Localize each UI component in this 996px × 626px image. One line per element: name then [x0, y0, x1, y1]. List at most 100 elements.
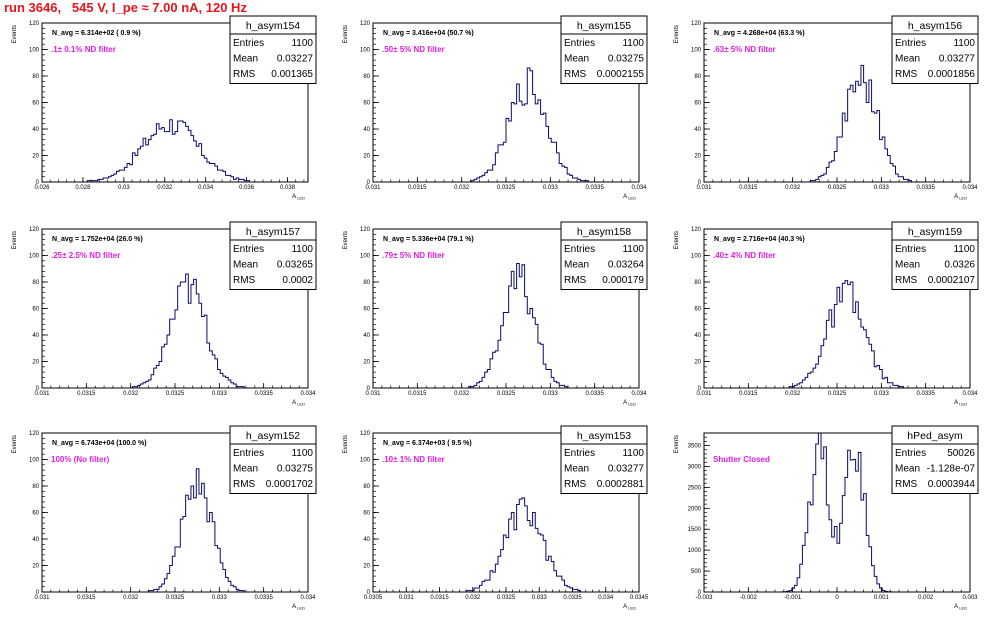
y-tick-label: 20: [363, 360, 370, 366]
filter-annotation: 100% (No filter): [51, 455, 110, 464]
x-tick-label: 0.0315: [408, 391, 427, 397]
y-tick-label: 0: [698, 590, 702, 596]
y-tick-label: 0: [36, 386, 40, 392]
y-tick-label: 20: [363, 564, 370, 570]
x-axis-label-sub: LED: [627, 402, 636, 407]
histogram-svg: 0.031 0.0315 0.032 0.0325 0.033 0.0335 0.034 0 2…: [674, 15, 979, 201]
page-title: run 3646, 545 V, I_pe ≈ 7.00 nA, 120 Hz: [4, 0, 247, 15]
y-axis-label: Events: [12, 231, 18, 249]
stats-rms-value: 0.001365: [271, 69, 313, 80]
x-axis-label-sub: LED: [958, 606, 967, 611]
stats-histogram-name: h_asym153: [577, 430, 631, 442]
navg-annotation: N_avg = 2.716e+04 (40.3 %): [714, 236, 805, 243]
stats-rms-value: 0.0003944: [928, 479, 976, 490]
histogram-svg: 0.031 0.0315 0.032 0.0325 0.033 0.0335 0.034 0 2…: [12, 221, 317, 407]
x-tick-label: 0.0335: [585, 185, 604, 191]
y-tick-label: 500: [691, 569, 702, 575]
y-tick-label: 80: [363, 280, 370, 286]
x-tick-label: 0.0325: [497, 185, 516, 191]
x-axis-label: A LED: [292, 400, 305, 407]
x-tick-label: -0.003: [695, 595, 713, 601]
filter-annotation: .25± 2.5% ND filter: [51, 251, 120, 260]
y-tick-label: 1500: [688, 527, 702, 533]
x-tick-label: 0.034: [300, 595, 316, 601]
stats-mean-value: 0.03275: [608, 54, 645, 65]
stats-box: [560, 443, 648, 494]
y-tick-label: 20: [363, 154, 370, 160]
y-tick-label: 120: [691, 21, 702, 27]
x-tick-label: 0.031: [365, 391, 381, 397]
x-tick-label: 0.0315: [739, 391, 758, 397]
y-axis-label: Events: [343, 435, 349, 453]
x-tick-label: 0.033: [874, 391, 890, 397]
stats-entries-value: 1100: [622, 38, 644, 49]
stats-rms-label: RMS: [895, 479, 918, 490]
y-tick-label: 80: [32, 280, 39, 286]
stats-mean-value: -1.128e-07: [927, 464, 976, 475]
y-axis-label: Events: [12, 435, 18, 453]
histogram-pad-h_asym158: 0.031 0.0315 0.032 0.0325 0.033 0.0335 0.034 0 2…: [339, 221, 649, 422]
histogram-pad-h_asym155: 0.031 0.0315 0.032 0.0325 0.033 0.0335 0.034 0 2…: [339, 15, 649, 216]
stats-box: [560, 33, 648, 84]
x-axis-label: A LED: [954, 604, 967, 611]
y-axis-label: Events: [343, 25, 349, 43]
y-tick-label: 80: [694, 280, 701, 286]
histogram-pad-h_asym154: 0.026 0.028 0.03 0.032 0.034 0.036 0.038 0 20 40 6…: [8, 15, 318, 216]
x-tick-label: 0.034: [631, 391, 647, 397]
x-tick-label: 0.028: [75, 185, 91, 191]
x-tick-label: 0.031: [696, 185, 712, 191]
stats-entries-label: Entries: [233, 448, 264, 459]
x-tick-label: 0.031: [696, 391, 712, 397]
histogram-svg: -0.003 -0.002 -0.001 0 0.001 0.002 0.003 0 500 10…: [674, 425, 979, 611]
y-tick-label: 0: [367, 180, 371, 186]
stats-mean-value: 0.03277: [608, 464, 645, 475]
y-tick-label: 40: [32, 333, 39, 339]
x-axis-label: A LED: [623, 400, 636, 407]
histogram-pad-h_asym152: 0.031 0.0315 0.032 0.0325 0.033 0.0335 0.034 0 2…: [8, 425, 318, 626]
y-axis-label: Events: [674, 25, 680, 43]
stats-mean-label: Mean: [233, 54, 258, 65]
x-tick-label: -0.002: [740, 595, 758, 601]
stats-rms-label: RMS: [233, 275, 256, 286]
x-tick-label: 0.034: [198, 185, 214, 191]
x-axis-label-sub: LED: [627, 196, 636, 201]
y-tick-label: 3000: [688, 464, 702, 470]
stats-rms-value: 0.0002881: [597, 479, 645, 490]
y-tick-label: 40: [32, 537, 39, 543]
stats-mean-value: 0.03277: [939, 54, 976, 65]
x-tick-label: 0.033: [212, 595, 228, 601]
x-tick-label: 0.0305: [364, 595, 383, 601]
histogram-pad-h_asym156: 0.031 0.0315 0.032 0.0325 0.033 0.0335 0.034 0 2…: [670, 15, 980, 216]
x-tick-label: -0.001: [784, 595, 802, 601]
x-tick-label: 0.032: [123, 595, 139, 601]
stats-entries-value: 50026: [947, 448, 975, 459]
x-tick-label: 0.026: [34, 185, 50, 191]
x-tick-label: 0.034: [598, 595, 614, 601]
stats-entries-value: 1100: [622, 244, 644, 255]
navg-annotation: N_avg = 5.336e+04 (79.1 %): [383, 236, 474, 243]
stats-histogram-name: h_asym152: [246, 430, 300, 442]
stats-mean-value: 0.03227: [277, 54, 314, 65]
stats-rms-label: RMS: [895, 69, 918, 80]
x-tick-label: 0.0325: [166, 595, 185, 601]
stats-mean-label: Mean: [233, 464, 258, 475]
x-axis-label-sub: LED: [296, 196, 305, 201]
y-tick-label: 120: [29, 21, 40, 27]
histogram-line: [42, 119, 308, 183]
y-tick-label: 120: [360, 431, 371, 437]
x-tick-label: 0.032: [785, 391, 801, 397]
y-tick-label: 60: [694, 307, 701, 313]
filter-annotation: .40± 4% ND filter: [713, 251, 776, 260]
x-tick-label: 0.033: [532, 595, 548, 601]
histogram-svg: 0.031 0.0315 0.032 0.0325 0.033 0.0335 0.034 0 2…: [343, 221, 648, 407]
y-tick-label: 100: [360, 458, 371, 464]
stats-entries-value: 1100: [291, 244, 313, 255]
y-tick-label: 80: [363, 484, 370, 490]
x-tick-label: 0.0325: [166, 391, 185, 397]
x-tick-label: 0.034: [300, 391, 316, 397]
y-tick-label: 20: [32, 564, 39, 570]
stats-rms-label: RMS: [233, 69, 256, 80]
x-tick-label: 0.031: [399, 595, 415, 601]
stats-mean-label: Mean: [895, 464, 920, 475]
histogram-pad-h_asym159: 0.031 0.0315 0.032 0.0325 0.033 0.0335 0.034 0 2…: [670, 221, 980, 422]
